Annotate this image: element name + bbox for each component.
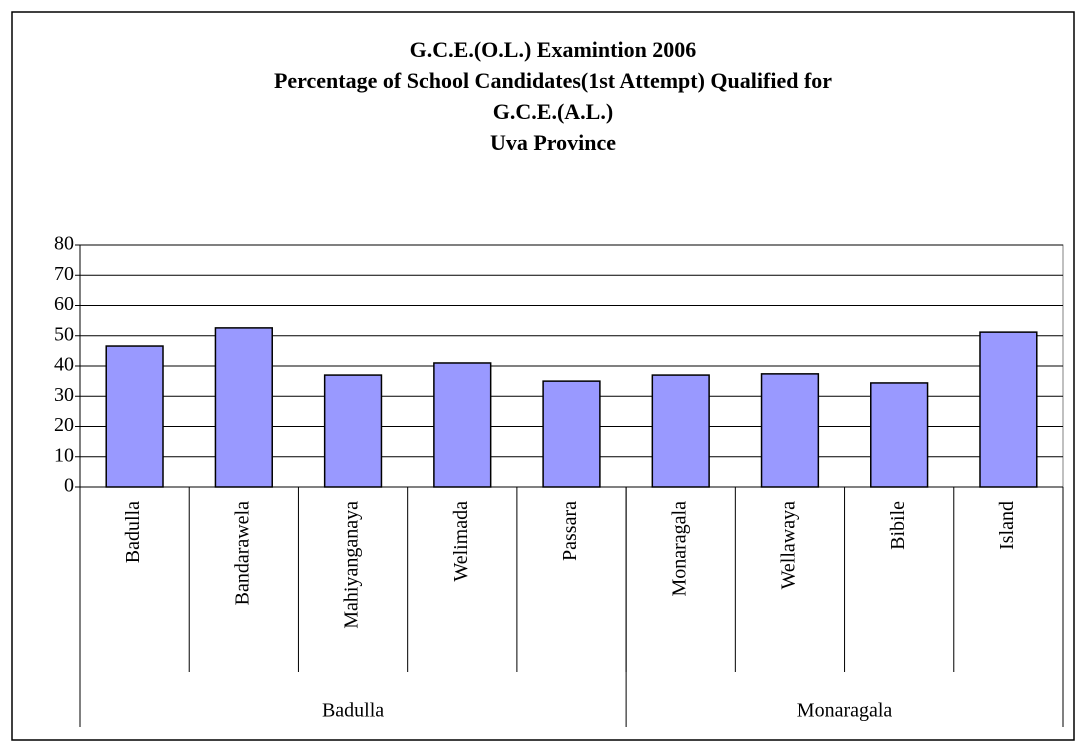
chart-title: Percentage of School Candidates(1st Atte…: [274, 68, 832, 93]
chart-title: G.C.E.(A.L.): [493, 99, 613, 124]
x-tick-label: Passara: [559, 501, 581, 561]
bar: [651, 374, 710, 488]
y-tick-label: 0: [64, 475, 74, 497]
x-tick-label: Bandarawela: [231, 501, 253, 606]
x-tick-label: Wellawaya: [778, 501, 800, 589]
group-label: Monaragala: [797, 700, 893, 722]
bar: [214, 327, 273, 488]
bar: [433, 362, 492, 488]
bar: [979, 331, 1038, 488]
y-tick-label: 30: [54, 384, 74, 406]
y-tick-label: 60: [54, 293, 74, 315]
x-tick-label: Badulla: [122, 501, 144, 563]
y-tick-label: 70: [54, 263, 74, 285]
x-tick-label: Monaragala: [668, 501, 690, 597]
bar: [105, 345, 164, 488]
bar: [542, 380, 601, 488]
bar: [323, 374, 383, 488]
x-tick-label: Mahiyanganaya: [341, 501, 363, 629]
chart-title: Uva Province: [490, 130, 616, 155]
y-tick-label: 80: [54, 233, 74, 255]
y-tick-label: 50: [54, 323, 74, 345]
x-tick-label: Island: [996, 501, 1018, 550]
x-tick-label: Bibile: [887, 501, 909, 550]
group-label: Badulla: [322, 700, 384, 722]
y-tick-label: 20: [54, 414, 74, 436]
bar: [760, 373, 820, 488]
x-tick-label: Welimada: [450, 501, 472, 582]
y-tick-label: 40: [54, 354, 74, 376]
bar: [870, 382, 929, 488]
y-tick-label: 10: [54, 444, 74, 466]
chart-title: G.C.E.(O.L.) Examintion 2006: [410, 37, 697, 62]
